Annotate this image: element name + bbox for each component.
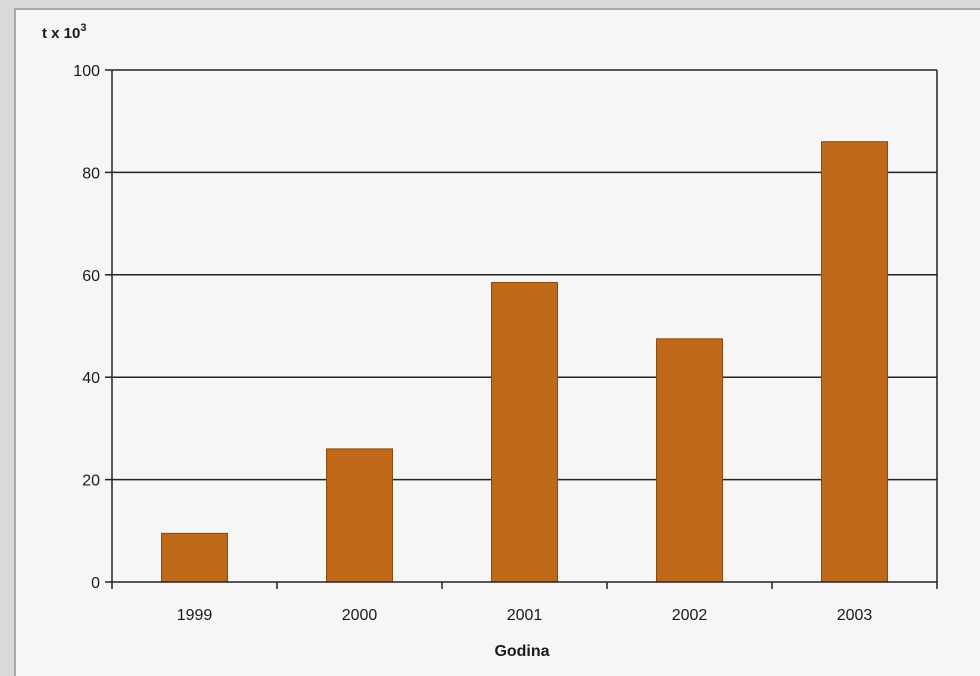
y-tick-label: 100 [73, 63, 100, 80]
x-tick-label: 2001 [507, 607, 543, 624]
y-tick-label: 20 [82, 473, 100, 490]
y-tick-label: 40 [82, 370, 100, 387]
y-axis-label-exponent: 3 [80, 22, 86, 34]
y-tick-label: 80 [82, 165, 100, 182]
x-tick-label: 1999 [177, 607, 213, 624]
y-tick-label: 60 [82, 268, 100, 285]
bar [656, 338, 723, 583]
bar [821, 141, 888, 583]
bar [326, 448, 393, 583]
axes: 0 20 40 60 80 100 1999 2000 2001 2002 2003 [73, 63, 938, 624]
y-tick-label: 0 [91, 575, 100, 592]
y-axis-label: t x 103 [42, 22, 86, 42]
bar [161, 532, 228, 583]
bars [161, 141, 888, 583]
y-axis-label-base: t x 10 [42, 25, 80, 42]
x-axis-label: Godina [494, 643, 549, 660]
x-tick-label: 2000 [342, 607, 378, 624]
x-tick-label: 2002 [672, 607, 708, 624]
x-tick-label: 2003 [837, 607, 873, 624]
bar [491, 281, 558, 583]
